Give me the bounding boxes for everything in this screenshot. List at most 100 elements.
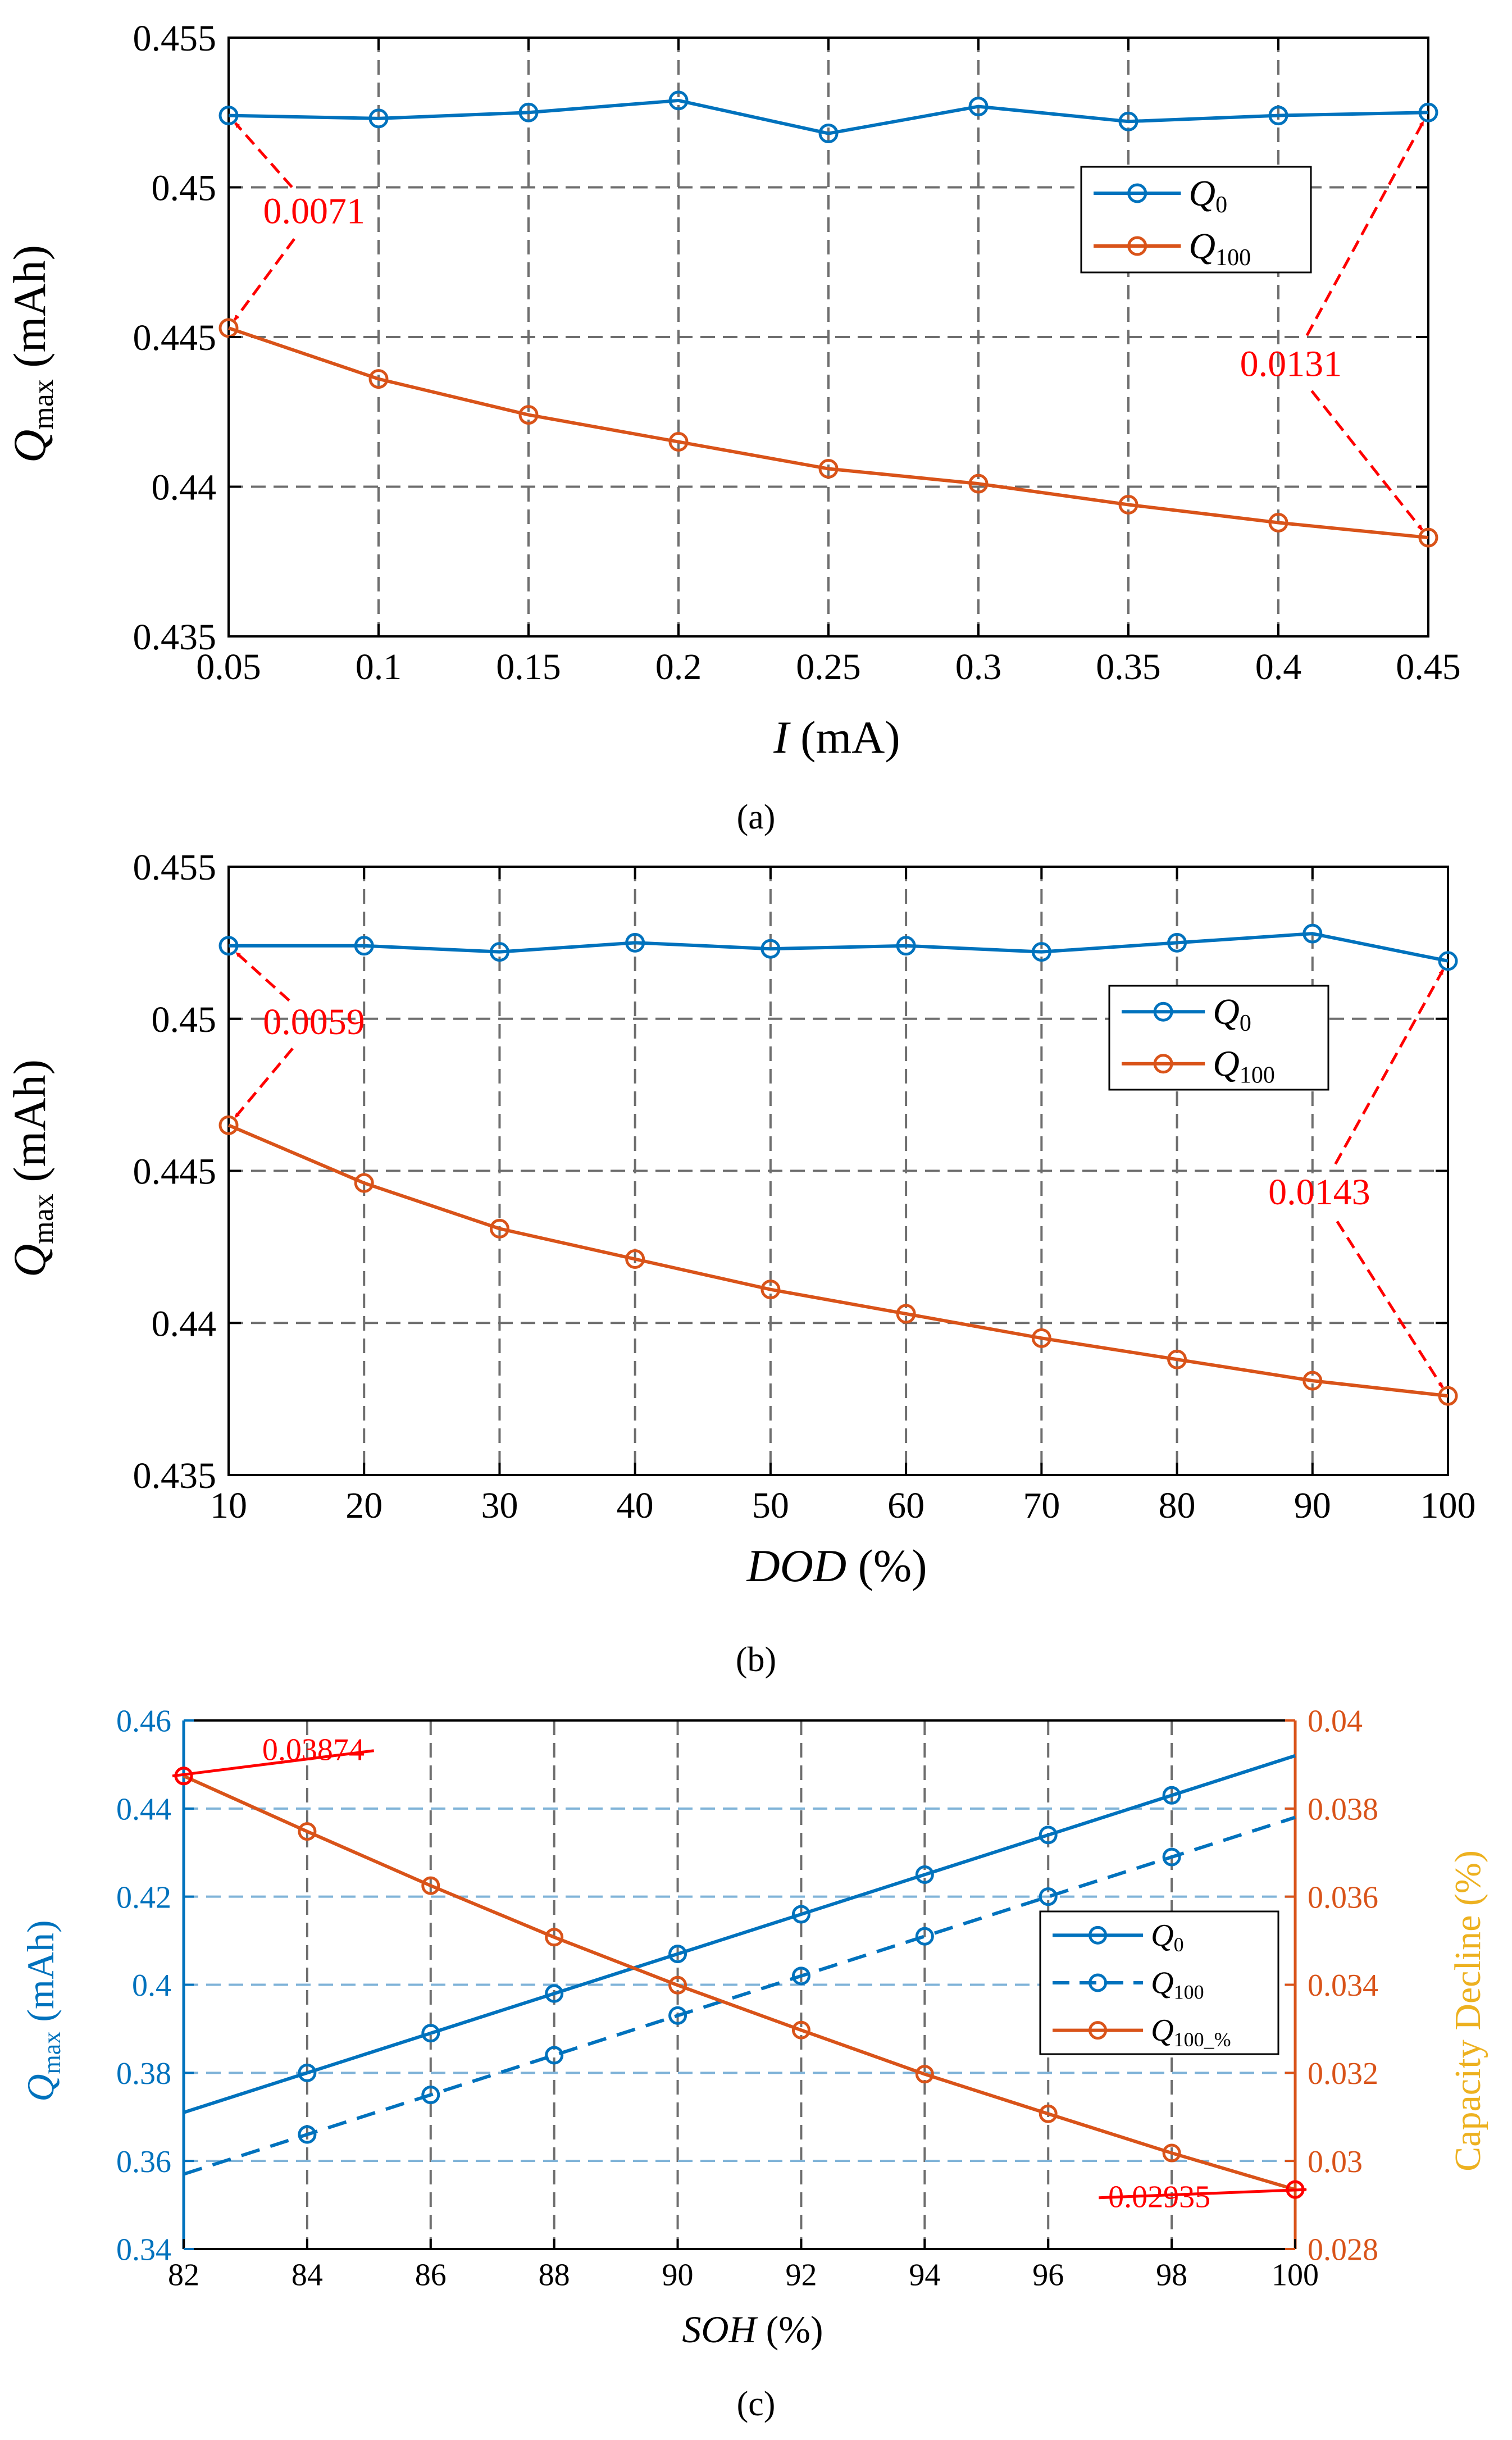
- y-tick-label: 0.435: [133, 617, 217, 658]
- series-0-point: [968, 97, 989, 117]
- x-tick-label: 20: [345, 1485, 382, 1526]
- series-1-point: [1302, 1371, 1323, 1391]
- annotation-label: 0.0071: [263, 190, 365, 231]
- legend-label-main: Q: [1188, 226, 1215, 267]
- annotation-arrow: [1336, 1221, 1444, 1389]
- legend-label-sub: 0: [1174, 1933, 1184, 1956]
- series-1-point: [968, 474, 989, 494]
- series-0-point: [218, 106, 239, 126]
- series-0-point: [668, 90, 689, 111]
- legend-label-sub: 100: [1215, 245, 1251, 271]
- series-0-point: [218, 936, 239, 956]
- legend-label: Q100: [1151, 1965, 1204, 2003]
- series-1-point: [818, 459, 839, 479]
- annotation-arrow: [234, 122, 293, 188]
- series-line-0: [229, 932, 1449, 963]
- series-0-point: [760, 939, 781, 959]
- x-tick-label: 0.25: [796, 647, 861, 688]
- ylabel-b: Qmax (mAh): [4, 1059, 60, 1277]
- legend-label: Q100: [1213, 1044, 1275, 1089]
- series-0-point: [518, 102, 539, 122]
- y-tick-label: 0.34: [116, 2233, 171, 2268]
- y2-tick-label: 0.04: [1308, 1704, 1363, 1739]
- series-1-point: [518, 405, 539, 425]
- x-tick-label: 0.2: [655, 647, 702, 688]
- series-1-point: [1118, 494, 1138, 515]
- x-tick-label: 50: [752, 1485, 789, 1526]
- y2label-c: Capacity Decline (%): [1447, 1850, 1488, 2172]
- series-1-point: [915, 1927, 934, 1946]
- x-tick-label: 10: [210, 1485, 247, 1526]
- series-0-point: [896, 936, 916, 956]
- legend-label: Q100_%: [1151, 2013, 1231, 2051]
- series-0-point: [298, 2063, 317, 2082]
- series-1-point: [668, 432, 689, 452]
- annotation-arrow: [234, 1048, 294, 1119]
- y-tick-label: 0.38: [116, 2056, 171, 2091]
- y2-tick-label: 0.032: [1308, 2056, 1378, 2091]
- series-0-point: [1031, 942, 1051, 962]
- annotation-arrow: [1334, 969, 1445, 1165]
- x-tick-label: 100: [1420, 1485, 1476, 1526]
- x-tick-label: 0.35: [1096, 647, 1161, 688]
- y-tick-label: 0.46: [116, 1704, 171, 1739]
- x-tick-label: 0.4: [1255, 647, 1302, 688]
- series-0-point: [1167, 932, 1187, 953]
- x-tick-label: 0.15: [496, 647, 561, 688]
- series-line-1: [227, 1123, 1449, 1398]
- series-0-point: [368, 108, 389, 129]
- x-tick-label: 94: [909, 2257, 940, 2292]
- legend-label: Q0: [1213, 991, 1251, 1036]
- annotation-label: 0.0143: [1268, 1172, 1370, 1213]
- series-0-point: [1039, 1826, 1058, 1845]
- y-tick-label: 0.445: [133, 317, 217, 358]
- series-1-point: [421, 2086, 440, 2105]
- series-0-point: [1162, 1786, 1181, 1805]
- y2-tick-label: 0.038: [1308, 1792, 1378, 1827]
- annotation-label: 0.0131: [1240, 343, 1342, 384]
- legend-label: Q0: [1151, 1918, 1183, 1956]
- series-0-point: [1118, 111, 1138, 131]
- series-1-point: [1039, 1887, 1058, 1906]
- series-0-point: [421, 2024, 440, 2043]
- x-tick-label: 0.05: [196, 647, 261, 688]
- series-2-point: [421, 1876, 440, 1895]
- y-tick-label: 0.42: [116, 1880, 171, 1915]
- series-1-point: [668, 2006, 687, 2025]
- legend-c: Q0 Q100 Q100_%: [1039, 1910, 1279, 2055]
- y-tick-label: 0.455: [133, 18, 217, 59]
- annotation-arrow: [233, 238, 295, 321]
- y-tick-label: 0.4: [132, 1968, 171, 2003]
- series-line-0: [228, 98, 1429, 135]
- y2-tick-label: 0.03: [1308, 2145, 1363, 2179]
- x-tick-label: 84: [292, 2257, 323, 2292]
- y-tick-label: 0.44: [116, 1792, 171, 1827]
- legend-marker: [1089, 2021, 1108, 2040]
- xlabel-a: I (mA): [773, 712, 900, 763]
- series-line-2: [183, 1774, 1296, 2192]
- annotation-arrow: [1310, 390, 1423, 531]
- legend-b: Q0 Q100: [1108, 985, 1329, 1091]
- x-tick-label: 90: [662, 2257, 694, 2292]
- panel-label-a: (a): [737, 798, 776, 836]
- series-2-point: [298, 1822, 317, 1841]
- legend-box: [1108, 985, 1329, 1091]
- series-0-point: [625, 932, 645, 953]
- legend-label-sub: 100: [1174, 1981, 1204, 2003]
- x-tick-label: 0.45: [1396, 647, 1461, 688]
- legend-label: Q100: [1188, 226, 1251, 271]
- legend-box: [1080, 166, 1312, 274]
- series-2-point: [791, 2020, 810, 2040]
- y-tick-label: 0.445: [133, 1151, 217, 1192]
- series-1-point: [1418, 527, 1438, 548]
- series-line-0: [183, 1754, 1296, 2114]
- series-0-point: [668, 1945, 687, 1964]
- series-1-point: [1167, 1349, 1187, 1369]
- xlabel-c: SOH (%): [682, 2308, 823, 2351]
- series-1-point: [791, 1966, 810, 1986]
- legend-marker: [1089, 1973, 1108, 1992]
- x-tick-label: 88: [539, 2257, 570, 2292]
